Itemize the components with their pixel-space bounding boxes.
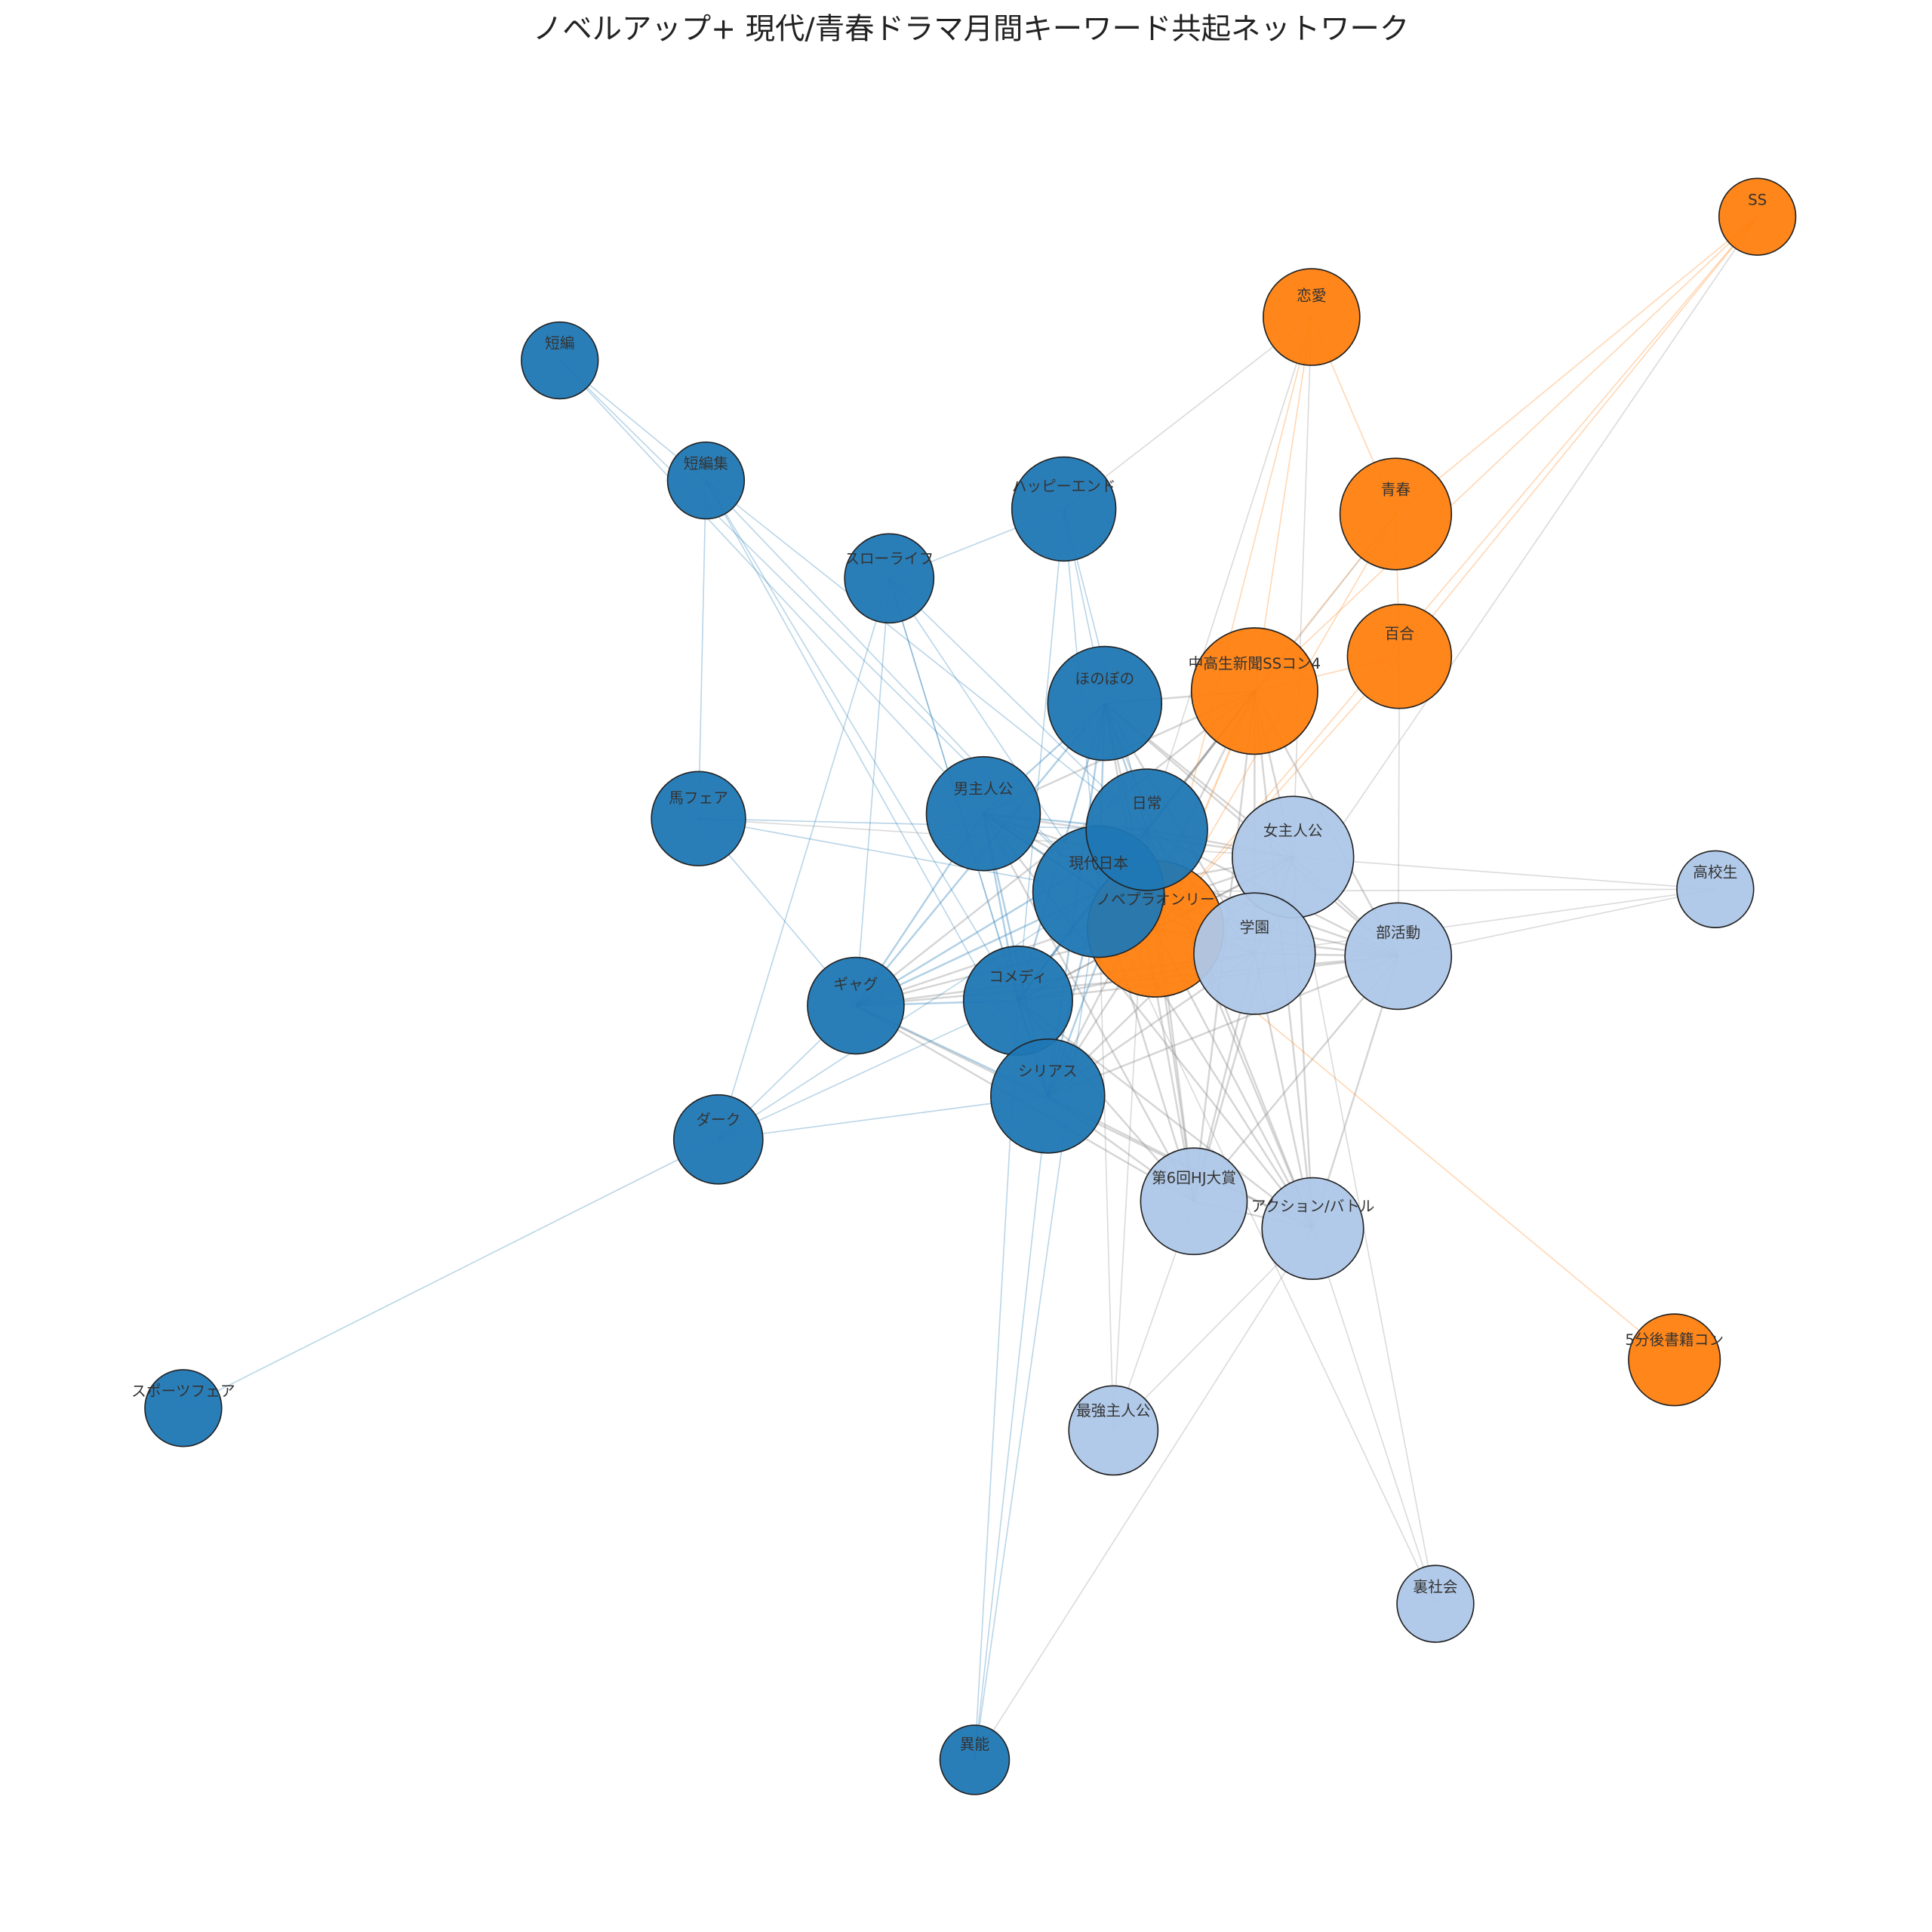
edge [705,480,1019,1001]
node-label: 短編集 [684,455,728,472]
edge [974,1228,1314,1761]
edge [718,891,1100,1140]
node-label: 5分後書籍コン [1625,1331,1724,1349]
node [1676,850,1755,928]
edge [705,480,1148,831]
node-label: ハッピーエンド [1012,478,1116,495]
node [1193,892,1316,1015]
node-label: 女主人公 [1263,822,1323,839]
node [1344,902,1453,1011]
node-label: 恋愛 [1297,288,1326,305]
edge [718,578,891,1140]
edge [698,817,1099,893]
node-label: 百合 [1385,625,1415,642]
title: ノベルアップ+ 現代/青春ドラマ月間キーワード共起ネットワーク [533,12,1409,47]
edge [1293,856,1715,891]
edge [698,817,1147,831]
node-label: 中高生新聞SSコン4 [1189,655,1321,672]
node-label: ダーク [696,1111,740,1128]
node [807,956,905,1055]
node [1190,627,1318,755]
node-label: 高校生 [1693,863,1737,881]
node-label: シリアス [1018,1063,1078,1080]
node-label: SS [1748,191,1767,208]
node-label: 異能 [960,1736,989,1753]
node-label: アクション/バトル [1251,1198,1375,1215]
node-label: 最強主人公 [1076,1402,1150,1420]
edge [1146,316,1312,830]
edge [697,480,707,819]
node-label: ほのぼの [1075,670,1134,688]
node [651,771,746,866]
edge [1398,216,1758,657]
node-label: ギャグ [833,976,878,993]
edge [1254,216,1758,692]
node-label: 裏社会 [1413,1578,1457,1595]
node-label: 馬フェア [669,789,728,807]
edge [1292,317,1312,857]
node [666,441,746,520]
node-label: 学園 [1240,918,1269,936]
node [1628,1313,1721,1407]
edge [559,359,984,814]
node-label: 男主人公 [954,780,1014,798]
node-label: 短編 [545,335,574,352]
edge [183,1139,719,1409]
edge [1097,891,1115,1431]
node [962,945,1073,1056]
edge [855,578,891,1006]
node [1718,177,1797,256]
node [939,1724,1011,1795]
node-label: 日常 [1132,795,1161,812]
node-label: 現代日本 [1069,855,1128,872]
node-label: ノベプラオンリー [1096,891,1215,908]
node [1068,1385,1159,1476]
edge [1395,216,1758,515]
node-label: スポーツフェア [131,1383,235,1400]
edge [974,1096,1049,1760]
edge [982,813,1195,1202]
node [989,1038,1106,1154]
edge [1017,999,1314,1229]
edge [1292,857,1436,1604]
edge [1312,1228,1436,1604]
node [1011,456,1117,562]
node [672,1094,764,1185]
node-label: 第6回HJ大賞 [1152,1170,1236,1187]
node [1339,457,1453,571]
node [925,755,1041,872]
node [1047,645,1163,761]
node-label: スローライフ [844,550,934,568]
node [1261,1177,1364,1280]
edge [1398,888,1715,957]
node-label: コメディ [989,968,1047,986]
edge [1047,955,1399,1097]
node [844,533,935,624]
edge [1254,888,1715,955]
node [521,321,599,400]
node [1396,1564,1475,1643]
node [1085,768,1208,891]
node-label: 青春 [1381,481,1411,499]
node [1346,604,1453,709]
node [1140,1147,1248,1256]
node-label: 部活動 [1376,924,1420,942]
node [1263,268,1361,366]
node [144,1369,223,1447]
edge [974,891,1100,1761]
edge [1017,509,1065,1001]
